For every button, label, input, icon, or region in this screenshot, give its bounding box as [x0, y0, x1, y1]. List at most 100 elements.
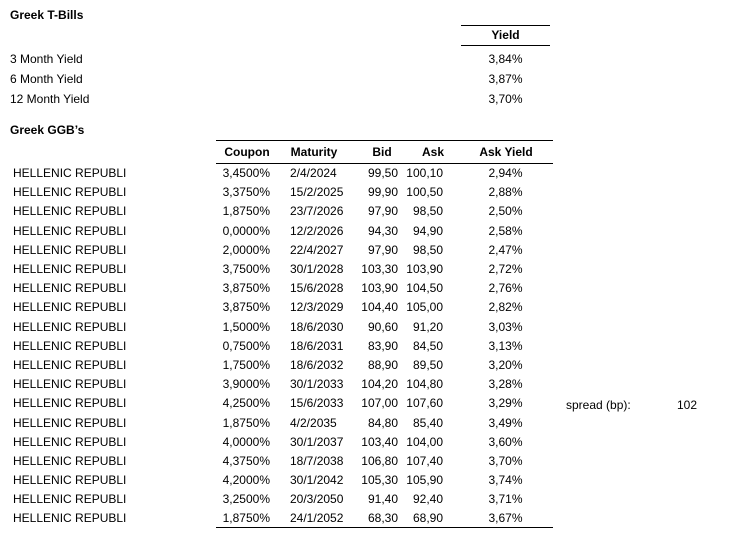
bond-ask-cell: 100,10: [406, 166, 443, 181]
bond-issuer-cell: HELLENIC REPUBLI: [13, 281, 127, 296]
bond-maturity-cell: 30/1/2042: [290, 473, 344, 488]
bond-ask-cell: 100,50: [406, 185, 443, 200]
bond-ask-cell: 84,50: [412, 338, 443, 353]
ggb-section-title: Greek GGB’s: [10, 123, 85, 137]
bond-row: HELLENIC REPUBLI 1,7500% 18/6/2032 88,90…: [10, 355, 729, 374]
bond-bid-cell: 90,60: [367, 319, 398, 334]
bond-ask-yield-cell: 3,71%: [488, 492, 523, 507]
bond-maturity-cell: 2/4/2024: [290, 166, 337, 181]
bond-ask-cell: 94,90: [412, 223, 443, 238]
bond-issuer-cell: HELLENIC REPUBLI: [13, 338, 127, 353]
spread-label: spread (bp):: [566, 398, 631, 412]
bond-row: HELLENIC REPUBLI 3,8750% 15/6/2028 103,9…: [10, 279, 729, 298]
bond-maturity-cell: 4/2/2035: [290, 415, 337, 430]
bond-bid-cell: 99,90: [367, 185, 398, 200]
bond-issuer-cell: HELLENIC REPUBLI: [13, 377, 127, 392]
bond-issuer-cell: HELLENIC REPUBLI: [13, 453, 127, 468]
bond-ask-cell: 107,60: [406, 396, 443, 411]
bond-bid-cell: 104,40: [361, 300, 398, 315]
bond-ask-yield-cell: 3,67%: [488, 511, 523, 526]
bond-ask-yield-cell: 2,72%: [488, 262, 523, 277]
bond-coupon-cell: 3,2500%: [222, 492, 270, 507]
bond-row: HELLENIC REPUBLI 3,4500% 2/4/2024 99,50 …: [10, 164, 729, 183]
bond-bid-cell: 94,30: [367, 223, 398, 238]
bond-coupon-cell: 4,0000%: [222, 434, 270, 449]
tbills-section-title: Greek T-Bills: [10, 8, 84, 22]
tbill-yield-value: 3,87%: [488, 72, 523, 86]
bond-maturity-cell: 24/1/2052: [290, 511, 344, 526]
bond-maturity-cell: 12/2/2026: [290, 223, 344, 238]
bond-coupon-cell: 1,5000%: [222, 319, 270, 334]
ggb-table-header: Coupon Maturity Bid Ask Ask Yield: [10, 144, 729, 160]
bond-ask-cell: 104,00: [406, 434, 443, 449]
bond-row: HELLENIC REPUBLI 3,2500% 20/3/2050 91,40…: [10, 490, 729, 509]
bond-ask-cell: 103,90: [406, 262, 443, 277]
bond-row: HELLENIC REPUBLI 4,0000% 30/1/2037 103,4…: [10, 432, 729, 451]
bond-ask-cell: 89,50: [412, 357, 443, 372]
bond-bid-cell: 99,50: [367, 166, 398, 181]
bond-ask-yield-cell: 3,29%: [488, 396, 523, 411]
bond-bid-cell: 104,20: [361, 377, 398, 392]
bond-row: HELLENIC REPUBLI 4,2500% 15/6/2033 107,0…: [10, 394, 729, 413]
bond-bid-cell: 97,90: [367, 242, 398, 257]
bond-bid-cell: 88,90: [367, 357, 398, 372]
ggb-table-body: HELLENIC REPUBLI 3,4500% 2/4/2024 99,50 …: [10, 164, 729, 529]
ggb-header-bid: Bid: [372, 145, 392, 159]
bond-maturity-cell: 30/1/2028: [290, 262, 344, 277]
bond-bid-cell: 83,90: [367, 338, 398, 353]
bond-ask-cell: 91,20: [412, 319, 443, 334]
bond-ask-cell: 104,50: [406, 281, 443, 296]
bond-coupon-cell: 0,0000%: [222, 223, 270, 238]
bond-row: HELLENIC REPUBLI 3,8750% 12/3/2029 104,4…: [10, 298, 729, 317]
bond-row: HELLENIC REPUBLI 1,8750% 23/7/2026 97,90…: [10, 202, 729, 221]
bond-maturity-cell: 18/7/2038: [290, 453, 344, 468]
bond-issuer-cell: HELLENIC REPUBLI: [13, 415, 127, 430]
bond-coupon-cell: 4,2500%: [222, 396, 270, 411]
bond-ask-cell: 85,40: [412, 415, 443, 430]
bond-ask-cell: 98,50: [412, 204, 443, 219]
bond-ask-yield-cell: 3,20%: [488, 357, 523, 372]
bond-ask-cell: 105,00: [406, 300, 443, 315]
bond-bid-cell: 84,80: [367, 415, 398, 430]
bond-coupon-cell: 1,8750%: [222, 204, 270, 219]
bond-ask-yield-cell: 3,60%: [488, 434, 523, 449]
bond-maturity-cell: 18/6/2030: [290, 319, 344, 334]
bond-issuer-cell: HELLENIC REPUBLI: [13, 262, 127, 277]
ggb-header-top-border: [216, 140, 553, 141]
bond-maturity-cell: 30/1/2033: [290, 377, 344, 392]
bond-issuer-cell: HELLENIC REPUBLI: [13, 185, 127, 200]
bond-maturity-cell: 15/2/2025: [290, 185, 344, 200]
bond-bid-cell: 103,90: [361, 281, 398, 296]
bond-coupon-cell: 4,3750%: [222, 453, 270, 468]
bond-row: HELLENIC REPUBLI 1,8750% 24/1/2052 68,30…: [10, 509, 729, 528]
bond-row: HELLENIC REPUBLI 0,0000% 12/2/2026 94,30…: [10, 221, 729, 240]
bond-maturity-cell: 15/6/2033: [290, 396, 344, 411]
ggb-header-ask: Ask: [421, 145, 444, 159]
bond-row: HELLENIC REPUBLI 3,9000% 30/1/2033 104,2…: [10, 375, 729, 394]
ggb-header-bottom-border: [216, 163, 553, 164]
bond-bid-cell: 106,80: [361, 453, 398, 468]
bond-maturity-cell: 23/7/2026: [290, 204, 344, 219]
bond-ask-yield-cell: 2,58%: [488, 223, 523, 238]
bond-coupon-cell: 3,8750%: [222, 300, 270, 315]
tbill-row: 6 Month Yield 3,87%: [10, 69, 729, 89]
bond-ask-yield-cell: 3,03%: [488, 319, 523, 334]
bond-issuer-cell: HELLENIC REPUBLI: [13, 300, 127, 315]
bond-ask-yield-cell: 3,28%: [488, 377, 523, 392]
bond-maturity-cell: 22/4/2027: [290, 242, 344, 257]
bond-ask-yield-cell: 2,88%: [488, 185, 523, 200]
bond-issuer-cell: HELLENIC REPUBLI: [13, 492, 127, 507]
tbill-rows: 3 Month Yield 3,84% 6 Month Yield 3,87% …: [10, 49, 729, 109]
bond-bid-cell: 68,30: [367, 511, 398, 526]
bond-ask-yield-cell: 3,74%: [488, 473, 523, 488]
bond-maturity-cell: 12/3/2029: [290, 300, 344, 315]
ggb-header-ask-yield: Ask Yield: [479, 145, 533, 159]
bond-coupon-cell: 2,0000%: [222, 242, 270, 257]
bond-bid-cell: 105,30: [361, 473, 398, 488]
tbill-label: 6 Month Yield: [10, 72, 83, 86]
bond-ask-yield-cell: 3,49%: [488, 415, 523, 430]
bond-issuer-cell: HELLENIC REPUBLI: [13, 434, 127, 449]
bond-ask-yield-cell: 2,82%: [488, 300, 523, 315]
bond-maturity-cell: 30/1/2037: [290, 434, 344, 449]
bond-ask-cell: 92,40: [412, 492, 443, 507]
